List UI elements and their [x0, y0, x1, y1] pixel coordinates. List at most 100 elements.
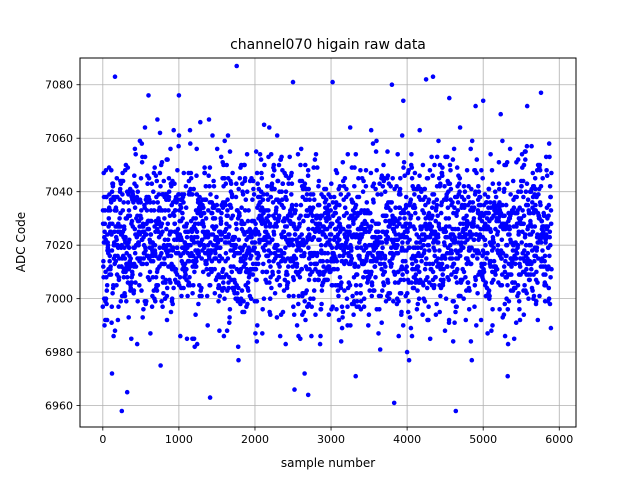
data-point: [194, 146, 199, 152]
data-point: [454, 213, 459, 219]
data-point: [219, 232, 225, 237]
data-point: [344, 237, 350, 243]
data-point: [132, 205, 138, 210]
data-point: [475, 256, 480, 261]
data-point: [344, 186, 349, 192]
data-point: [302, 371, 307, 376]
data-point: [340, 315, 345, 320]
data-point: [283, 245, 288, 251]
data-point: [488, 229, 494, 235]
data-point: [334, 170, 340, 176]
data-point: [347, 224, 352, 229]
data-point: [442, 242, 448, 248]
data-point: [283, 189, 289, 194]
data-point: [529, 266, 534, 272]
data-point: [407, 315, 413, 320]
data-point: [146, 93, 151, 98]
data-point: [240, 192, 246, 197]
data-point: [112, 74, 118, 79]
data-point: [374, 138, 379, 144]
data-point: [389, 200, 395, 205]
data-point: [537, 162, 543, 168]
data-point: [429, 154, 434, 160]
data-point: [250, 197, 255, 202]
data-point: [490, 307, 495, 312]
data-point: [525, 250, 531, 256]
data-point: [201, 205, 206, 210]
data-point: [111, 333, 116, 339]
data-point: [185, 293, 190, 299]
data-point: [253, 221, 258, 227]
data-point: [408, 325, 414, 331]
data-point: [502, 213, 507, 219]
data-point: [404, 269, 410, 275]
data-point: [383, 299, 389, 304]
data-point: [120, 192, 125, 197]
data-point: [543, 154, 549, 160]
data-point: [498, 111, 504, 117]
data-point: [116, 277, 122, 283]
data-point: [400, 272, 405, 277]
data-point: [188, 176, 194, 181]
data-point: [401, 98, 406, 104]
data-point: [299, 266, 305, 272]
data-point: [396, 299, 401, 304]
data-point: [236, 237, 242, 243]
data-point: [380, 245, 385, 251]
data-point: [234, 181, 239, 186]
data-point: [219, 237, 224, 243]
data-point: [478, 317, 484, 323]
data-point: [151, 189, 156, 194]
data-point: [392, 272, 398, 277]
data-point: [304, 288, 310, 293]
data-point: [194, 258, 199, 264]
data-point: [406, 357, 412, 363]
data-point: [427, 168, 433, 173]
data-point: [309, 269, 315, 275]
data-point: [383, 264, 388, 269]
data-point: [210, 133, 215, 138]
data-point: [442, 328, 448, 334]
data-point: [221, 162, 226, 168]
data-point: [104, 288, 110, 293]
data-point: [342, 250, 348, 256]
data-point: [125, 275, 130, 280]
data-point: [316, 178, 322, 184]
data-point: [104, 317, 110, 323]
data-point: [549, 170, 554, 176]
data-point: [465, 280, 471, 285]
data-point: [314, 213, 320, 219]
data-point: [330, 304, 336, 310]
data-point: [412, 170, 418, 176]
data-point: [305, 392, 311, 398]
data-point: [361, 275, 366, 280]
data-point: [432, 162, 437, 168]
data-point: [109, 189, 115, 194]
data-point: [542, 213, 547, 219]
data-point: [309, 304, 315, 310]
data-point: [183, 272, 188, 277]
data-point: [422, 194, 428, 200]
data-point: [154, 288, 160, 293]
data-point: [473, 277, 479, 283]
data-point: [515, 242, 521, 248]
data-point: [398, 192, 403, 197]
data-point: [207, 395, 213, 400]
data-point: [241, 309, 247, 315]
data-point: [231, 264, 236, 269]
data-point: [266, 213, 272, 219]
data-point: [270, 173, 276, 178]
data-point: [312, 197, 317, 202]
data-point: [213, 250, 218, 256]
data-point: [134, 341, 140, 347]
data-point: [254, 170, 260, 176]
data-point: [422, 299, 428, 304]
data-point: [430, 74, 436, 79]
data-point: [272, 186, 277, 192]
data-point: [372, 264, 378, 269]
data-point: [441, 266, 446, 272]
data-point: [445, 154, 450, 160]
data-point: [525, 202, 531, 208]
data-point: [398, 176, 403, 181]
y-axis-label: ADC Code: [14, 212, 28, 272]
